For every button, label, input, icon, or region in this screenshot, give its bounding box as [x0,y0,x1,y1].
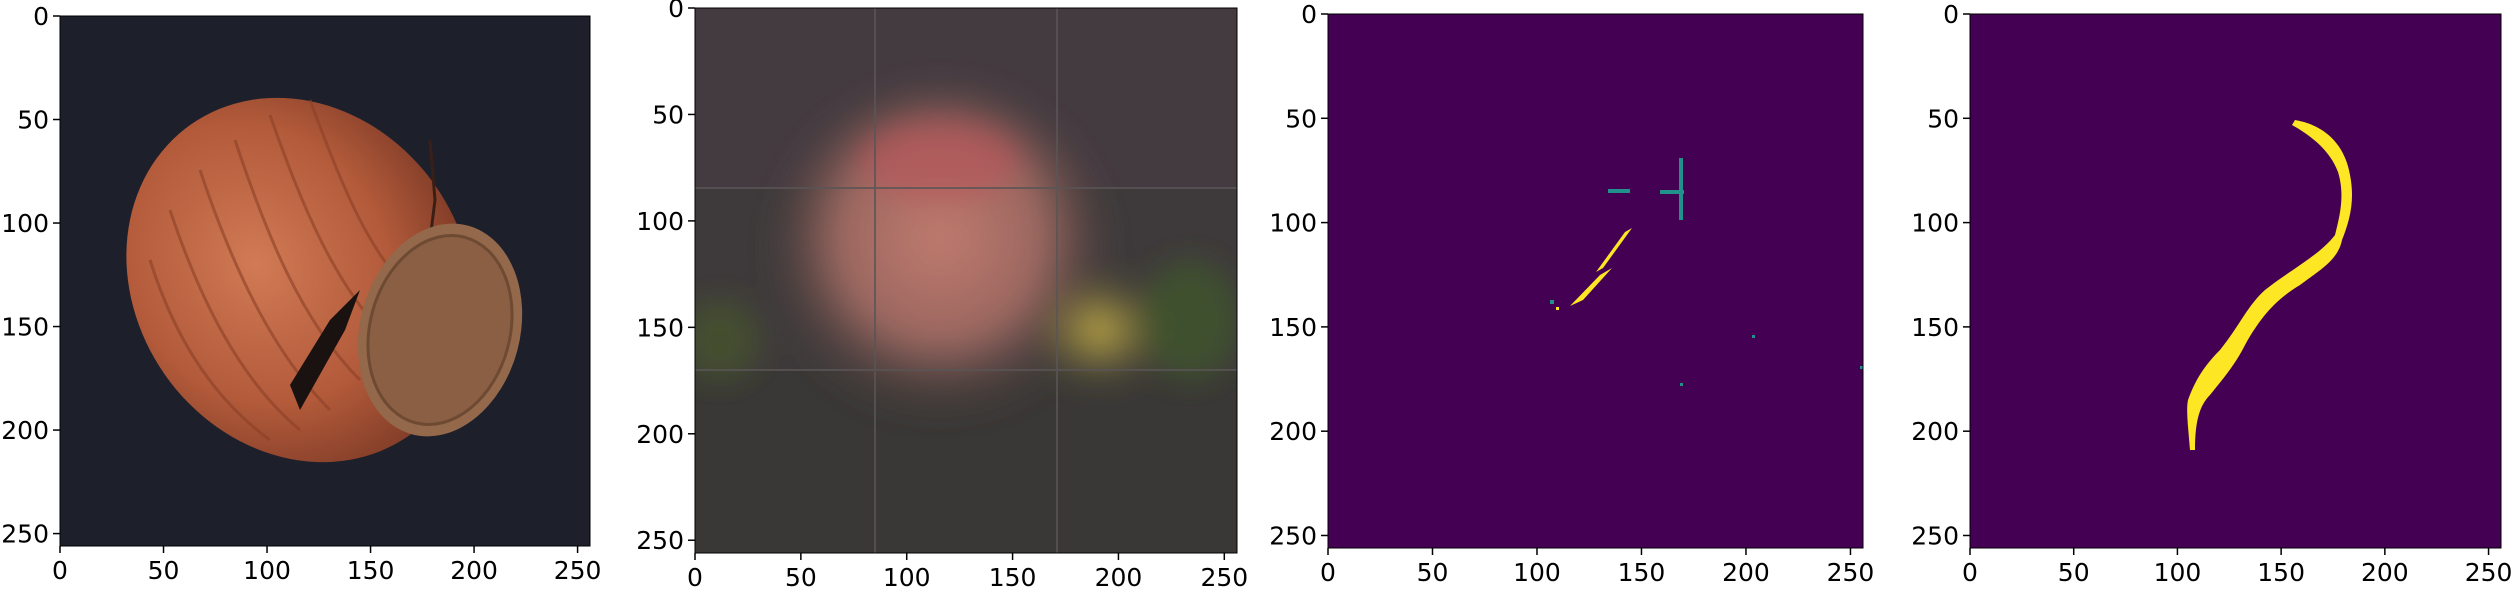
y-tick-label: 0 [33,2,49,31]
x-tick-label: 50 [148,556,180,585]
x-tick-label: 150 [1618,558,1666,587]
y-tick-label: 50 [1927,104,1959,133]
x-tick-label: 200 [2361,558,2409,587]
y-tick-label: 150 [1,313,49,342]
y-tick-label: 200 [1911,417,1959,446]
y-tick-label: 200 [636,420,684,449]
mask-background [1970,14,2501,548]
x-tick-label: 0 [1320,558,1336,587]
x-tick-label: 100 [1513,558,1561,587]
y-tick-label: 50 [17,106,49,135]
x-tick-label: 100 [883,563,931,592]
x-tick-label: 250 [554,556,602,585]
reconstruction-image [695,8,1237,553]
x-tick-label: 150 [347,556,395,585]
x-tick-label: 100 [2154,558,2202,587]
y-tick-label: 250 [1269,521,1317,550]
y-tick-label: 100 [1911,209,1959,238]
y-tick-label: 0 [1301,0,1317,29]
predicted-anomaly-regions [1550,158,1863,386]
ground-truth-anomaly-region [2187,120,2353,450]
x-tick-label: 200 [450,556,498,585]
x-tick-label: 250 [1827,558,1875,587]
x-tick-label: 250 [2465,558,2513,587]
y-tick-label: 250 [636,526,684,555]
x-tick-label: 0 [687,563,703,592]
x-tick-label: 50 [1417,558,1449,587]
x-tick-label: 250 [1200,563,1248,592]
y-tick-label: 50 [652,100,684,129]
y-tick-label: 100 [636,207,684,236]
y-tick-label: 50 [1285,104,1317,133]
y-tick-label: 200 [1269,417,1317,446]
x-tick-label: 200 [1722,558,1770,587]
panel-reconstruction [694,7,1238,554]
x-tick-label: 100 [243,556,291,585]
panel-ground-truth-mask [1969,13,2502,549]
hazelnut-image [60,16,590,546]
x-tick-label: 200 [1095,563,1143,592]
y-tick-label: 100 [1,209,49,238]
panel-predicted-mask [1327,13,1864,549]
y-tick-label: 250 [1,520,49,549]
x-tick-label: 50 [2058,558,2090,587]
y-tick-label: 200 [1,416,49,445]
x-tick-label: 50 [785,563,817,592]
x-tick-label: 0 [52,556,68,585]
y-tick-label: 0 [1943,0,1959,29]
y-tick-label: 0 [668,0,684,23]
panel-original [59,15,591,547]
y-tick-label: 150 [1269,313,1317,342]
y-tick-label: 150 [1911,313,1959,342]
x-tick-label: 0 [1962,558,1978,587]
y-tick-label: 150 [636,313,684,342]
y-tick-label: 100 [1269,209,1317,238]
x-tick-label: 150 [2257,558,2305,587]
x-tick-label: 150 [989,563,1037,592]
y-tick-label: 250 [1911,521,1959,550]
